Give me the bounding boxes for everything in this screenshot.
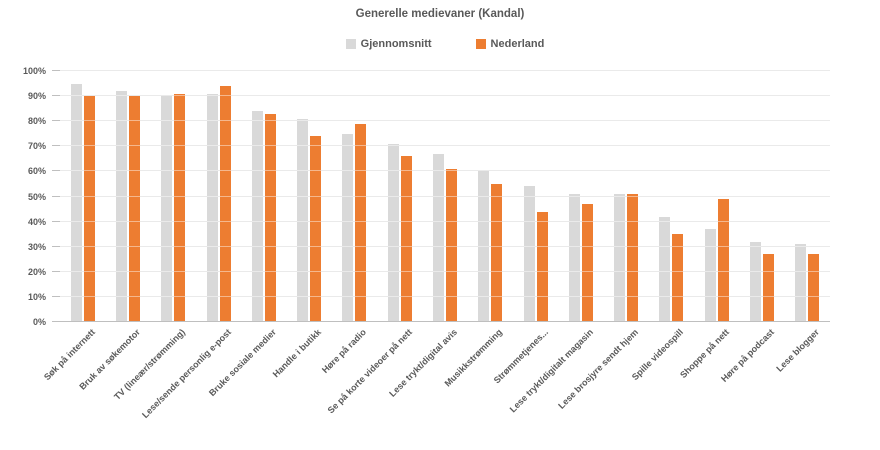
y-axis-label-60: 60% (27, 166, 46, 177)
bar-nederland-10 (536, 211, 548, 322)
y-axis-label-0: 0% (32, 317, 46, 327)
bar-gjennomsnitt-4 (251, 111, 263, 322)
bar-gjennomsnitt-9 (478, 171, 490, 322)
gridline-overlay-100 (60, 70, 830, 71)
gridline-70 (60, 145, 830, 147)
y-axis-label-100: 100% (22, 66, 46, 76)
gridline-10 (60, 295, 830, 297)
bar-gjennomsnitt-11 (568, 194, 580, 322)
bar-gjennomsnitt-12 (614, 194, 626, 322)
gridline-overlay-30 (60, 245, 830, 247)
y-tick-20 (52, 270, 60, 272)
y-axis-label-30: 30% (27, 241, 46, 252)
bar-nederland-16 (808, 254, 820, 322)
gridline-50 (60, 195, 830, 197)
chart-title: Generelle medievaner (Kandal) (355, 8, 525, 20)
y-axis-label-40: 40% (27, 216, 46, 227)
bar-gjennomsnitt-2 (161, 96, 173, 322)
gridline-overlay-60 (60, 170, 830, 172)
bar-nederland-8 (446, 168, 457, 322)
legend-label: Gjennomsnitt (360, 38, 432, 50)
bar-gjennomsnitt-15 (750, 241, 762, 322)
legend-swatch-gjennomsnitt (345, 39, 356, 49)
y-tick-80 (52, 120, 60, 122)
y-axis-label-10: 10% (27, 291, 46, 302)
bar-nederland-9 (491, 183, 503, 322)
y-tick-40 (52, 220, 60, 222)
gridline-40 (60, 220, 830, 222)
legend-item-nederland: Nederland (475, 38, 545, 50)
y-axis-label-70: 70% (27, 141, 46, 152)
bar-nederland-12 (627, 194, 639, 322)
y-axis-label-50: 50% (27, 191, 46, 202)
bar-gjennomsnitt-10 (523, 186, 535, 322)
gridline-80 (60, 120, 830, 122)
y-tick-0 (52, 321, 60, 322)
gridline-overlay-80 (60, 120, 830, 122)
y-axis-label-90: 90% (27, 91, 46, 102)
y-tick-100 (52, 70, 60, 71)
y-tick-50 (52, 195, 60, 197)
bar-gjennomsnitt-16 (795, 244, 807, 322)
gridline-overlay-70 (60, 145, 830, 147)
bar-gjennomsnitt-5 (297, 118, 309, 322)
gridline-overlay-90 (60, 95, 830, 97)
bar-nederland-3 (219, 86, 231, 322)
bar-gjennomsnitt-3 (206, 93, 218, 322)
gridline-overlay-40 (60, 220, 830, 222)
bar-gjennomsnitt-14 (704, 229, 716, 322)
gridline-60 (60, 170, 830, 172)
bar-nederland-14 (717, 199, 729, 322)
chart-legend: Gjennomsnitt Nederland (60, 38, 830, 50)
legend-item-gjennomsnitt: Gjennomsnitt (345, 38, 432, 50)
plot-area (52, 70, 830, 322)
gridline-30 (60, 245, 830, 247)
y-axis: 0% 10% 20% 30% 40% 50% 60% 70% 80% 90% 100% (0, 66, 52, 327)
bar-gjennomsnitt-1 (115, 91, 127, 322)
gridline-90 (60, 95, 830, 97)
bar-gjennomsnitt-0 (70, 83, 82, 322)
bar-nederland-5 (310, 136, 322, 322)
gridline-20 (60, 270, 830, 272)
legend-swatch-nederland (475, 39, 486, 49)
bar-nederland-4 (264, 113, 276, 322)
gridline-100 (60, 70, 830, 71)
bar-gjennomsnitt-6 (342, 133, 354, 322)
bar-nederland-6 (355, 123, 367, 322)
bar-nederland-7 (400, 156, 412, 322)
y-tick-90 (52, 95, 60, 97)
gridline-overlay-10 (60, 295, 830, 297)
y-tick-30 (52, 245, 60, 247)
gridline-overlay-20 (60, 270, 830, 272)
bar-nederland-13 (672, 234, 684, 322)
bar-nederland-15 (763, 254, 775, 322)
bar-nederland-0 (83, 96, 95, 322)
y-tick-60 (52, 170, 60, 172)
gridline-0 (60, 321, 830, 322)
bar-nederland-2 (174, 93, 186, 322)
gridline-overlay-50 (60, 195, 830, 197)
y-axis-label-80: 80% (27, 116, 46, 127)
y-axis-label-20: 20% (27, 266, 46, 277)
y-tick-10 (52, 295, 60, 297)
bar-gjennomsnitt-13 (659, 216, 671, 322)
bar-nederland-1 (128, 96, 140, 322)
y-tick-70 (52, 145, 60, 147)
x-axis: Søk på internett Bruk av søkemotor TV (lin… (0, 327, 880, 450)
bar-gjennomsnitt-8 (433, 153, 444, 322)
legend-label: Nederland (490, 38, 545, 50)
bar-gjennomsnitt-7 (387, 143, 399, 322)
bar-nederland-11 (581, 204, 593, 322)
